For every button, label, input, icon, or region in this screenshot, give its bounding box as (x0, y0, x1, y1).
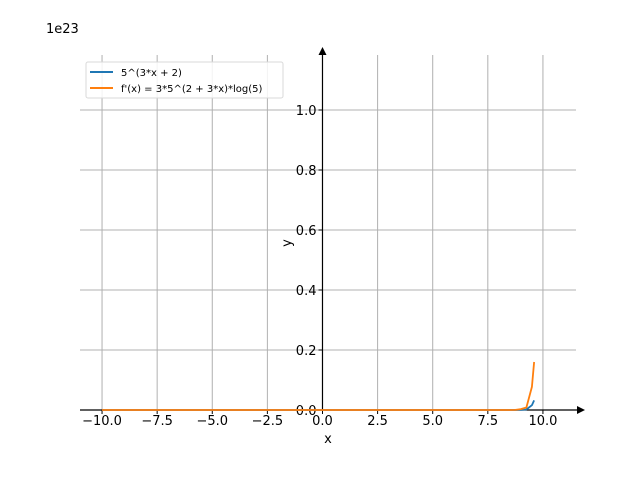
y-axis-label: y (280, 239, 295, 247)
x-tick-label-6: 5.0 (422, 414, 443, 429)
series-lines (102, 361, 536, 411)
x-tick-label-5: 2.5 (367, 414, 388, 429)
y-tick-label-2: 0.4 (296, 284, 317, 299)
y-tick-label-4: 0.8 (296, 164, 317, 179)
x-axis-label: x (324, 432, 332, 447)
x-tick-label-7: 7.5 (477, 414, 498, 429)
x-tick-label-2: −5.0 (196, 414, 228, 429)
ticks: −10.0 −7.5 −5.0 −2.5 0.0 2.5 5.0 7.5 10.0 0.0 0.2 0… (82, 104, 557, 429)
x-tick-label-4: 0.0 (312, 414, 333, 429)
legend-label-1: 5^(3*x + 2) (121, 68, 182, 79)
y-tick-label-0: 0.0 (296, 404, 317, 419)
scale-label: 1e23 (46, 22, 79, 37)
y-tick-label-5: 1.0 (296, 104, 317, 119)
x-tick-label-8: 10.0 (528, 414, 557, 429)
y-tick-label-1: 0.2 (296, 344, 317, 359)
y-axis-arrow (318, 47, 327, 55)
legend-box (85, 61, 284, 99)
legend-label-2: f'(x) = 3*5^(2 + 3*x)*log(5) (121, 84, 263, 95)
x-tick-label-0: −10.0 (82, 414, 122, 429)
y-tick-label-3: 0.6 (296, 224, 317, 239)
grid (80, 55, 576, 411)
x-tick-label-1: −7.5 (141, 414, 173, 429)
legend: 5^(3*x + 2) f'(x) = 3*5^(2 + 3*x)*log(5) (85, 61, 284, 99)
series-line-2 (102, 361, 536, 411)
x-axis-arrow (577, 406, 585, 414)
x-tick-label-3: −2.5 (252, 414, 284, 429)
series-line-1 (102, 400, 535, 411)
